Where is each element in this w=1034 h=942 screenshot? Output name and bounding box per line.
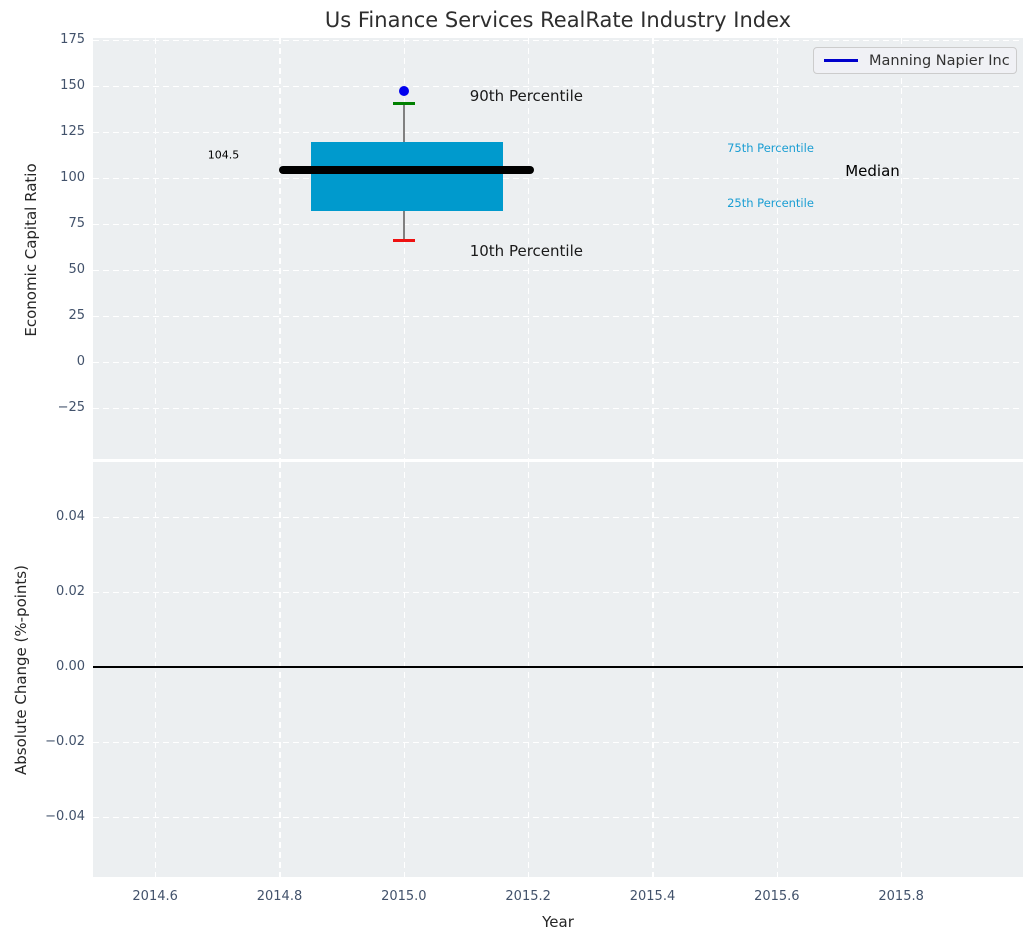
gridline-vertical xyxy=(776,462,779,877)
median-line xyxy=(279,165,535,174)
gridline-horizontal xyxy=(93,270,1023,272)
legend-series-label: Manning Napier Inc xyxy=(869,52,1010,69)
y-tick-label: 175 xyxy=(60,32,85,48)
x-tick-label: 2015.4 xyxy=(629,889,676,904)
annotation: 104.5 xyxy=(207,148,240,162)
gridline-horizontal xyxy=(93,316,1023,318)
y-tick-label: 0 xyxy=(76,354,85,370)
gridline-vertical xyxy=(528,462,530,877)
y-tick-label: 0.02 xyxy=(56,584,85,600)
gridline-vertical xyxy=(652,462,654,877)
axes-absolute-change xyxy=(93,462,1023,877)
gridline-vertical xyxy=(403,462,406,877)
gridline-horizontal xyxy=(93,86,1023,88)
y-tick-label: −0.02 xyxy=(45,734,85,750)
gridline-vertical xyxy=(155,38,157,459)
x-tick-label: 2015.2 xyxy=(505,889,551,904)
axes-economic-capital-ratio: 90th Percentile 75th Percentile Median 25th… xyxy=(93,38,1023,459)
gridline-horizontal xyxy=(93,362,1023,364)
annotation: 25th Percentile xyxy=(727,196,814,211)
annotation: Median xyxy=(845,162,900,181)
gridline-horizontal xyxy=(93,178,1023,180)
gridline-horizontal xyxy=(93,517,1023,519)
p10-cap xyxy=(392,239,415,243)
x-tick-label: 2015.8 xyxy=(878,889,924,904)
x-tick-label: 2014.8 xyxy=(256,889,303,904)
gridline-vertical xyxy=(279,462,281,877)
gridline-vertical xyxy=(901,38,903,459)
legend: Manning Napier Inc xyxy=(813,47,1017,74)
y-tick-label: 25 xyxy=(68,308,85,324)
x-tick-label: 2015.6 xyxy=(754,889,800,904)
gridline-vertical xyxy=(901,462,903,877)
y-tick-label: 75 xyxy=(68,216,85,232)
gridline-horizontal xyxy=(93,132,1023,134)
y-tick-label: 0.00 xyxy=(56,659,85,675)
y-tick-label: 125 xyxy=(60,124,85,140)
box-interquartile-range xyxy=(310,142,504,212)
gridline-horizontal xyxy=(93,817,1023,819)
gridline-vertical xyxy=(528,38,530,459)
x-tick-label: 2015.0 xyxy=(381,889,427,904)
gridline-horizontal xyxy=(93,408,1023,410)
y-tick-label: −0.04 xyxy=(45,809,85,825)
gridline-vertical xyxy=(776,38,779,459)
gridline-horizontal xyxy=(93,40,1023,42)
gridline-vertical xyxy=(403,38,406,459)
gridline-vertical xyxy=(155,462,157,877)
gridline-vertical xyxy=(279,38,281,459)
company-data-point xyxy=(398,85,409,96)
y-tick-label: 150 xyxy=(60,78,85,94)
y-tick-label: 100 xyxy=(60,170,85,186)
chart-title: Us Finance Services RealRate Industry In… xyxy=(324,8,792,32)
x-tick-label: 2014.6 xyxy=(132,889,178,904)
gridline-vertical xyxy=(652,38,654,459)
gridline-horizontal xyxy=(93,224,1023,226)
gridline-horizontal xyxy=(93,742,1023,744)
y-tick-label: −25 xyxy=(57,400,85,416)
annotation: 90th Percentile xyxy=(469,86,583,105)
annotation: 75th Percentile xyxy=(727,141,814,156)
p90-cap xyxy=(392,102,415,105)
y-tick-label: 50 xyxy=(68,262,85,278)
legend-line-icon xyxy=(824,59,858,62)
x-axis-label-year: Year xyxy=(542,913,574,931)
annotation: 10th Percentile xyxy=(469,242,583,261)
y-tick-label: 0.04 xyxy=(56,509,85,525)
zero-line xyxy=(93,666,1023,669)
gridline-horizontal xyxy=(93,592,1023,594)
